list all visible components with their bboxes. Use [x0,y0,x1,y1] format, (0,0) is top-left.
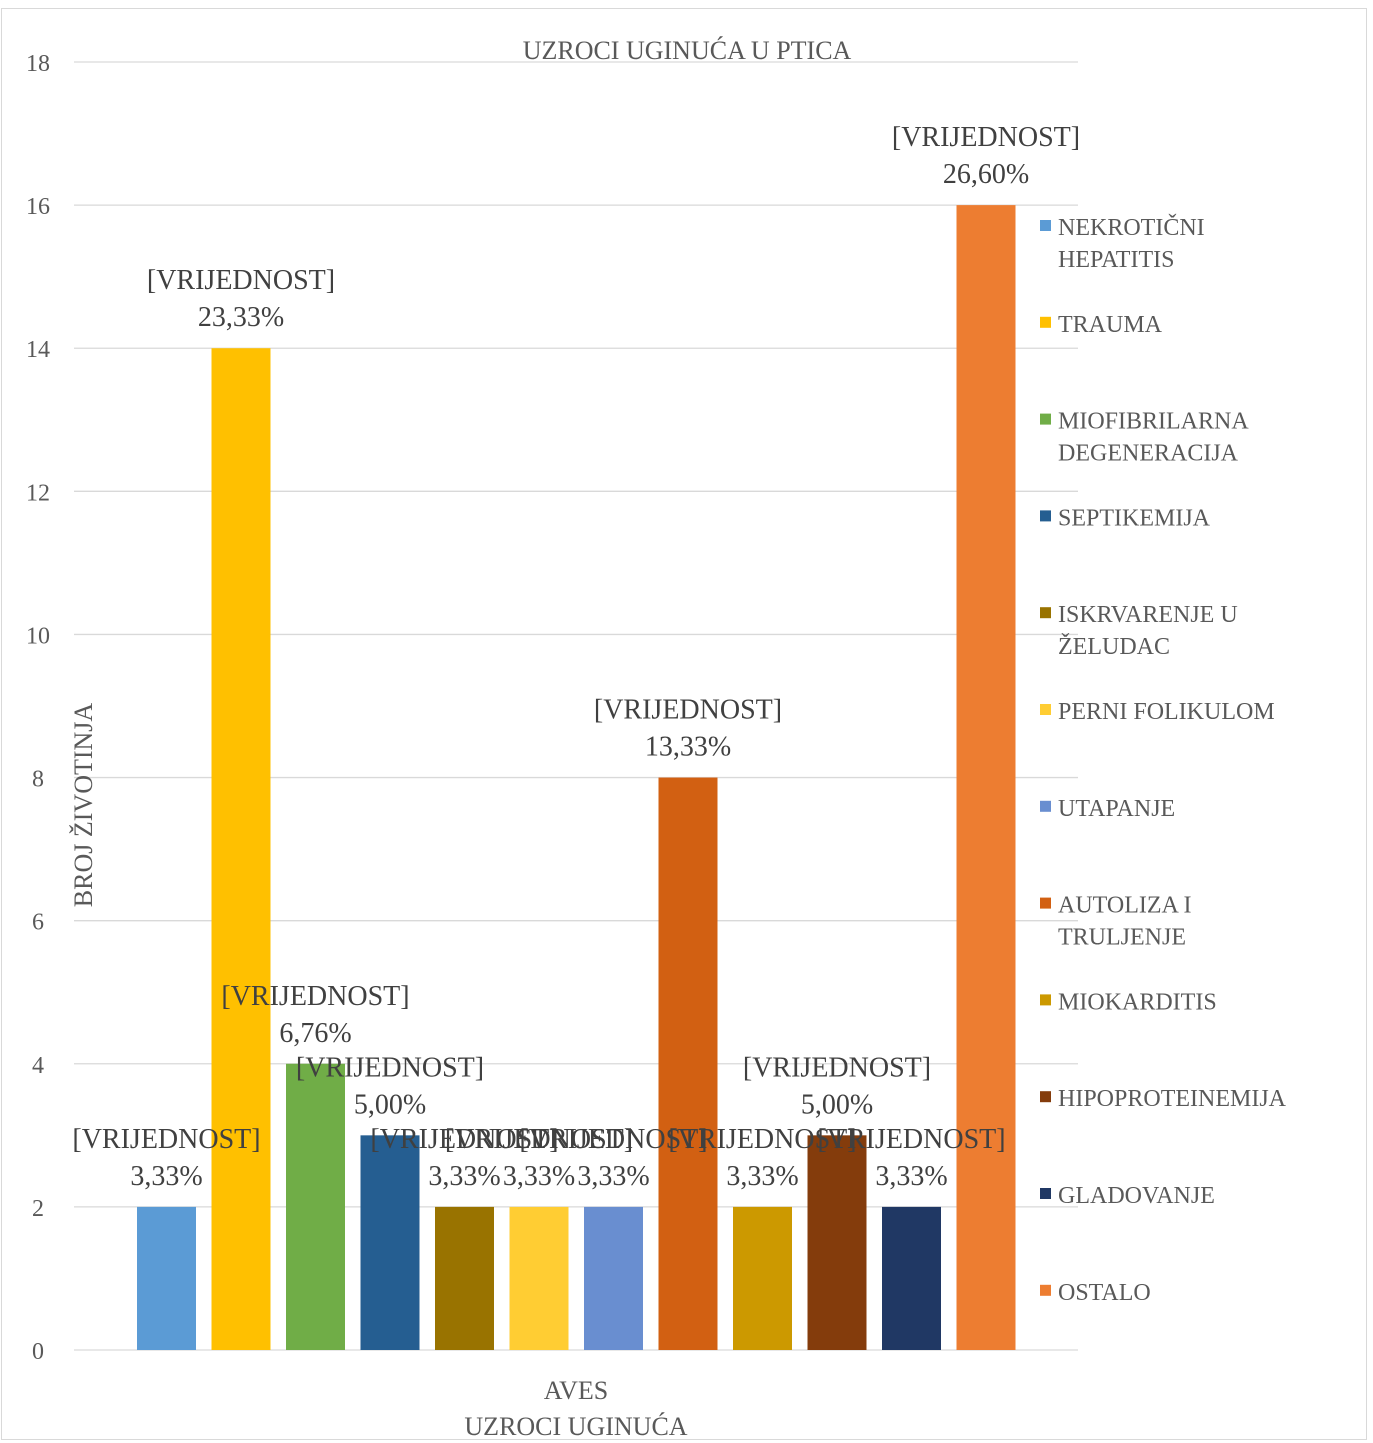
legend-swatch [1040,897,1051,909]
data-label-bottom: 3,33% [503,1161,575,1192]
legend-label: MIOFIBRILARNA DEGENERACIJA [1058,409,1249,467]
data-label-top: [VRIJEDNOST] [668,1124,856,1155]
legend-label: HIPOPROTEINEMIJA [1058,1086,1287,1112]
legend-label: PERNI FOLIKULOM [1058,699,1275,725]
bar [956,205,1016,1351]
bar [733,1206,792,1350]
data-label-top: [VRIJEDNOST] [221,981,409,1012]
legend-label: UTAPANJE [1058,796,1175,822]
chart-frame [1,8,1367,1440]
legend-label-line: ŽELUDAC [1058,634,1170,660]
data-label-top: [VRIJEDNOST] [445,1124,633,1155]
data-label-bottom: 26,60% [943,159,1029,190]
legend-swatch [1040,1091,1051,1103]
legend-label-line: HEPATITIS [1058,247,1174,273]
y-tick-label: 2 [32,1196,44,1222]
legend-swatch [1040,994,1051,1006]
legend-label-line: PERNI FOLIKULOM [1058,699,1275,725]
legend-label: OSTALO [1058,1280,1151,1306]
data-label-top: [VRIJEDNOST] [72,1124,260,1155]
legend-label: SEPTIKEMIJA [1058,505,1211,531]
data-label-bottom: 3,33% [726,1161,798,1192]
legend-label: GLADOVANJE [1058,1183,1215,1209]
data-label-top: [VRIJEDNOST] [892,122,1080,153]
data-label-bottom: 3,33% [875,1161,947,1192]
legend-label: MIOKARDITIS [1058,989,1217,1015]
legend-label-line: AUTOLIZA I [1058,893,1192,919]
bar [360,1135,420,1350]
legend-swatch [1040,800,1051,812]
legend-swatch [1040,704,1051,715]
data-label-bottom: 5,00% [801,1089,873,1120]
bar [882,1206,941,1350]
legend-swatch [1040,413,1051,425]
legend-label-line: GLADOVANJE [1058,1183,1215,1209]
legend-label-line: SEPTIKEMIJA [1058,505,1211,531]
y-tick-label: 14 [26,337,50,363]
legend-swatch [1040,510,1051,522]
legend-label-line: TRULJENJE [1058,925,1186,951]
legend: NEKROTIČNI HEPATITIS TRAUMA MIOFIBRILARNA DE… [1040,214,1287,1306]
legend-label-line: OSTALO [1058,1280,1151,1306]
y-tick-label: 4 [32,1053,44,1079]
legend-swatch [1040,220,1051,231]
legend-label: NEKROTIČNI HEPATITIS [1058,214,1205,273]
y-tick-label: 12 [26,480,50,506]
y-tick-label: 6 [32,910,44,936]
legend-label-line: MIOFIBRILARNA [1058,409,1249,435]
data-label-top: [VRIJEDNOST] [147,265,335,296]
data-label-bottom: 3,33% [130,1161,202,1192]
legend-label-line: DEGENERACIJA [1058,441,1239,467]
legend-label-line: HIPOPROTEINEMIJA [1058,1086,1287,1112]
legend-label-line: MIOKARDITIS [1058,989,1217,1015]
data-label-top: [VRIJEDNOST] [594,695,782,726]
bar [584,1206,643,1350]
data-label-top: [VRIJEDNOST] [296,1052,484,1083]
data-label-top: [VRIJEDNOST] [743,1052,931,1083]
legend-swatch [1040,1284,1051,1296]
data-label-bottom: 3,33% [428,1161,500,1192]
y-axis-title: BROJ ŽIVOTINJA [69,703,98,908]
data-label-bottom: 3,33% [577,1161,649,1192]
bar [211,348,271,1350]
legend-label: ISKRVARENJE U ŽELUDAC [1058,602,1238,660]
y-tick-label: 0 [32,1339,44,1365]
bar [435,1206,494,1350]
legend-label: TRAUMA [1058,312,1163,338]
x-category-label: AVES [544,1376,609,1405]
data-label-top: [VRIJEDNOST] [519,1124,707,1155]
y-tick-label: 8 [32,767,44,793]
x-axis-title: UZROCI UGINUĆA [464,1412,687,1441]
bar [286,1063,345,1350]
data-labels: [VRIJEDNOST] 3,33% [VRIJEDNOST] 23,33% [VRIJ… [72,122,1080,1192]
y-axis-ticks: 0 2 4 6 8 10 12 14 16 18 [26,51,50,1365]
y-tick-label: 10 [26,623,50,649]
data-label-bottom: 6,76% [279,1018,351,1049]
bar [137,1206,196,1350]
legend-label-line: NEKROTIČNI [1058,214,1205,241]
chart-title: UZROCI UGINUĆA U PTICA [523,36,852,65]
bar [807,1135,867,1350]
data-label-bottom: 13,33% [645,732,731,763]
bar [509,1206,569,1350]
y-tick-label: 16 [26,194,50,220]
data-label-bottom: 5,00% [354,1089,426,1120]
legend-label-line: UTAPANJE [1058,796,1175,822]
legend-swatch [1040,1188,1051,1199]
bars [137,205,1016,1351]
legend-label-line: TRAUMA [1058,312,1163,338]
legend-swatch [1040,316,1051,328]
legend-label: AUTOLIZA I TRULJENJE [1058,893,1192,951]
data-label-top: [VRIJEDNOST] [817,1124,1005,1155]
y-tick-label: 18 [26,51,50,77]
data-label-bottom: 23,33% [198,302,284,333]
data-label-top: [VRIJEDNOST] [370,1124,558,1155]
legend-swatch [1040,607,1051,619]
bar [658,777,718,1350]
legend-label-line: ISKRVARENJE U [1058,602,1238,628]
